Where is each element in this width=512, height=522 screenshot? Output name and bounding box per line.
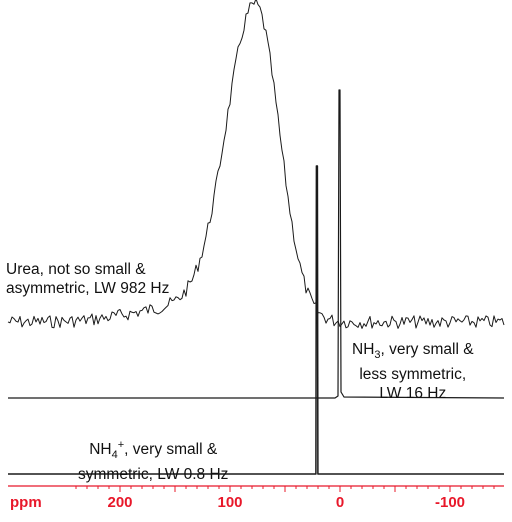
urea-annotation: Urea, not so small & asymmetric, LW 982 … [6, 260, 169, 298]
nh3-label-rest: , very small & [380, 341, 474, 358]
tick-labels: 200 100 0 -100 [107, 494, 465, 511]
tick-label-0: 200 [107, 494, 132, 511]
nh4-annotation: NH4+, very small & symmetric, LW 0.8 Hz [78, 436, 228, 484]
spectra-traces [7, 0, 505, 475]
nh3-spectrum [8, 89, 505, 399]
ppm-axis: ppm 200 100 0 -100 [8, 485, 504, 511]
tick-label-3: -100 [435, 494, 465, 511]
nh3-annotation: NH3, very small & less symmetric, LW 16 … [352, 340, 474, 403]
nh3-label-line-1: NH3, very small & [352, 340, 474, 365]
tick-label-2: 0 [336, 494, 344, 511]
nh4-spectrum [8, 165, 504, 475]
nh3-formula: NH3 [352, 341, 381, 362]
urea-label-line-2: asymmetric, LW 982 Hz [6, 280, 170, 297]
urea-label-line-1: Urea, not so small & [6, 261, 146, 278]
nh4-label-line-1: NH4+, very small & [78, 436, 228, 465]
axis-title-ppm: ppm [10, 494, 42, 511]
tick-label-1: 100 [217, 494, 242, 511]
nh4-label-rest: , very small & [124, 441, 218, 459]
nh4-label-line-2: symmetric, LW 0.8 Hz [78, 466, 229, 484]
minor-ticks [75, 486, 495, 492]
urea-spectrum [7, 0, 505, 329]
nh4-formula: NH4+ [89, 439, 125, 462]
nh3-label-line-3: LW 16 Hz [379, 385, 447, 403]
nh3-label-line-2: less symmetric, [359, 366, 467, 384]
